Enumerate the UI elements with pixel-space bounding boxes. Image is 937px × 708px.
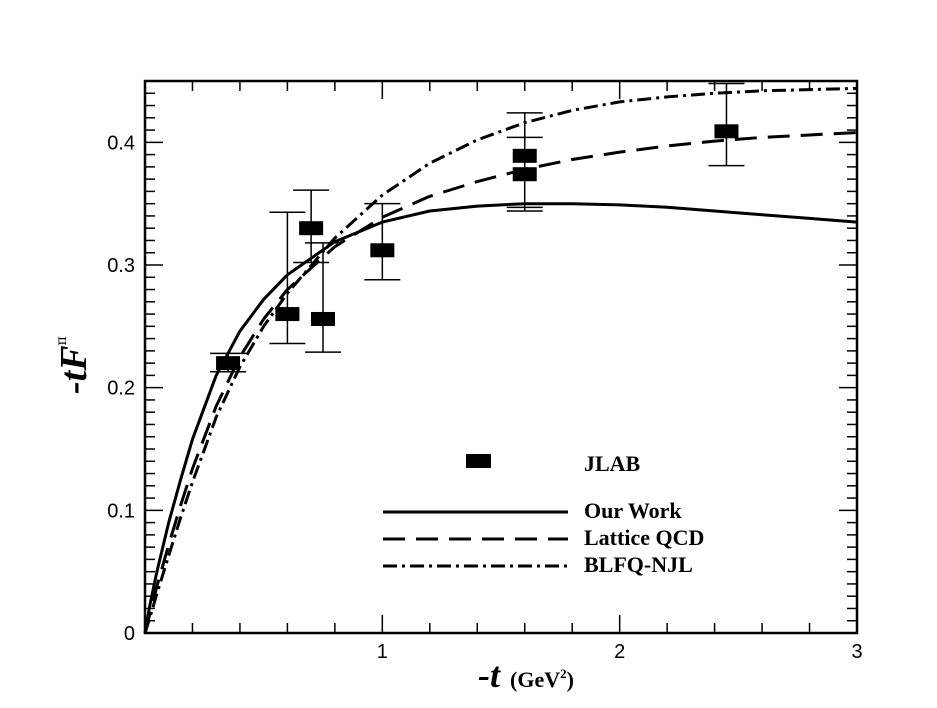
series-line-lattice-qcd (143, 131, 858, 634)
y-tick-label: 0 (124, 623, 135, 645)
axis-ticks (144, 80, 858, 634)
legend: JLAB Our Work Lattice QCD BLFQ-NJL (383, 451, 704, 577)
x-axis-title-main: -t (478, 655, 501, 695)
data-point (269, 211, 306, 345)
y-axis-title-sup: π (54, 336, 70, 345)
series-line-blfq-njl (143, 86, 858, 634)
x-tick-label: 2 (614, 641, 625, 663)
data-point-marker (714, 124, 739, 139)
y-tick-label: 0.3 (107, 255, 135, 277)
legend-label-jlab: JLAB (584, 451, 641, 476)
data-point (364, 202, 401, 281)
x-tick-label: 1 (377, 641, 388, 663)
tick-labels: 0 0.1 0.2 0.3 0.4 1 2 3 (107, 132, 862, 663)
y-axis-title: -tFπ (53, 336, 95, 394)
x-tick-label: 3 (851, 641, 862, 663)
y-tick-label: 0.2 (107, 378, 135, 400)
data-point-marker (275, 307, 300, 322)
data-point-marker (311, 311, 335, 326)
y-tick-label: 0.1 (107, 500, 135, 522)
legend-marker-jlab (466, 454, 491, 468)
legend-label-our-work: Our Work (584, 498, 682, 523)
data-point-marker (512, 148, 537, 163)
data-point (506, 112, 543, 209)
data-point-marker (370, 243, 395, 258)
y-axis-title-group: -tFπ (53, 336, 95, 394)
x-axis-title: -t (GeV2) (478, 655, 574, 695)
x-axis-title-unit-sup: 2 (560, 666, 567, 681)
plot-frame (143, 79, 859, 635)
legend-label-blfq-njl: BLFQ-NJL (584, 552, 693, 577)
data-point (708, 82, 745, 167)
legend-label-lattice-qcd: Lattice QCD (584, 525, 704, 550)
data-point-marker (299, 221, 324, 236)
data-point-layer (210, 82, 745, 373)
x-axis-title-unit: (GeV (510, 667, 560, 692)
data-point (305, 242, 341, 353)
curve-layer (143, 86, 858, 634)
data-point-marker (216, 356, 241, 371)
y-tick-label: 0.4 (107, 132, 135, 154)
data-point (210, 352, 247, 373)
series-line-our-work (143, 202, 858, 634)
y-axis-title-main: -tF (53, 345, 95, 394)
x-axis-title-unit-close: ) (567, 667, 574, 692)
